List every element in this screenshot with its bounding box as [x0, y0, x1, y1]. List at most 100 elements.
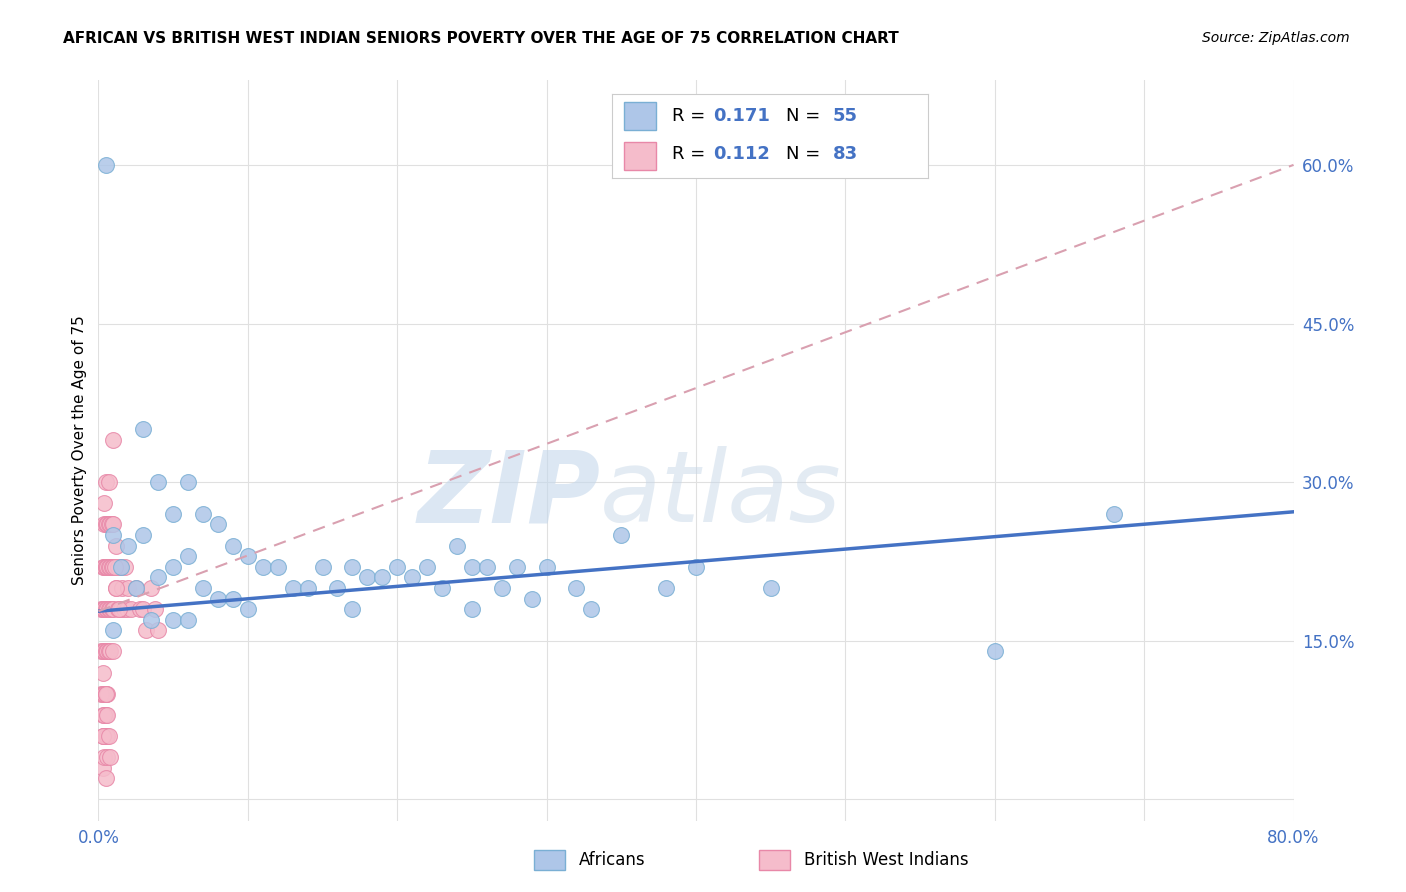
Point	[104, 559, 127, 574]
Point	[96, 644, 118, 658]
Text: British West Indians: British West Indians	[804, 851, 969, 869]
Point	[129, 602, 152, 616]
FancyBboxPatch shape	[624, 142, 655, 169]
Point	[101, 559, 124, 574]
Point	[162, 559, 184, 574]
Point	[94, 517, 117, 532]
Point	[91, 559, 114, 574]
Point	[91, 729, 114, 743]
Point	[97, 644, 120, 658]
Point	[101, 517, 124, 532]
Text: 55: 55	[832, 107, 858, 125]
Point	[401, 570, 423, 584]
Point	[94, 644, 117, 658]
Point	[108, 602, 131, 616]
Point	[91, 644, 114, 658]
Point	[93, 559, 115, 574]
Point	[96, 707, 118, 722]
Point	[110, 602, 132, 616]
Point	[984, 644, 1007, 658]
Point	[94, 729, 117, 743]
Point	[685, 559, 707, 574]
Point	[430, 581, 453, 595]
Point	[94, 475, 117, 490]
Point	[267, 559, 290, 574]
Point	[139, 613, 162, 627]
Point	[105, 539, 128, 553]
Point	[103, 559, 125, 574]
Point	[90, 687, 112, 701]
Point	[103, 602, 125, 616]
Point	[91, 729, 114, 743]
Text: 83: 83	[832, 145, 858, 163]
Point	[148, 624, 170, 638]
Point	[93, 602, 115, 616]
Point	[491, 581, 513, 595]
Text: N =: N =	[786, 145, 825, 163]
Point	[207, 517, 229, 532]
Point	[162, 613, 184, 627]
Text: N =: N =	[786, 107, 825, 125]
Point	[565, 581, 588, 595]
Point	[91, 665, 114, 680]
Text: atlas: atlas	[600, 446, 842, 543]
Point	[93, 687, 115, 701]
Point	[581, 602, 603, 616]
Point	[91, 602, 114, 616]
Point	[90, 644, 112, 658]
Point	[93, 602, 115, 616]
Point	[385, 559, 409, 574]
Point	[96, 687, 118, 701]
Text: 0.171: 0.171	[713, 107, 769, 125]
Point	[342, 602, 364, 616]
Point	[759, 581, 782, 595]
FancyBboxPatch shape	[624, 103, 655, 130]
Point	[93, 517, 115, 532]
Point	[148, 475, 170, 490]
Point	[107, 602, 129, 616]
Point	[132, 528, 155, 542]
Point	[281, 581, 304, 595]
Point	[112, 602, 135, 616]
Point	[105, 581, 128, 595]
Text: Africans: Africans	[579, 851, 645, 869]
Point	[114, 559, 136, 574]
Y-axis label: Seniors Poverty Over the Age of 75: Seniors Poverty Over the Age of 75	[72, 316, 87, 585]
Point	[96, 602, 118, 616]
Text: Source: ZipAtlas.com: Source: ZipAtlas.com	[1202, 31, 1350, 45]
Point	[93, 644, 115, 658]
Point	[94, 559, 117, 574]
Point	[91, 687, 114, 701]
Point	[110, 559, 132, 574]
Point	[655, 581, 678, 595]
Point	[103, 644, 125, 658]
Point	[94, 687, 117, 701]
Point	[416, 559, 439, 574]
Point	[103, 433, 125, 447]
Point	[111, 581, 134, 595]
Point	[236, 549, 259, 564]
Point	[98, 559, 122, 574]
Point	[94, 158, 117, 172]
Point	[103, 528, 125, 542]
Point	[311, 559, 333, 574]
Point	[125, 581, 148, 595]
Point	[446, 539, 468, 553]
Point	[520, 591, 543, 606]
Point	[90, 602, 112, 616]
Point	[132, 602, 155, 616]
Point	[117, 581, 139, 595]
Point	[506, 559, 529, 574]
Point	[371, 570, 394, 584]
Point	[93, 707, 115, 722]
Point	[101, 602, 124, 616]
Point	[94, 602, 117, 616]
Point	[252, 559, 274, 574]
Text: AFRICAN VS BRITISH WEST INDIAN SENIORS POVERTY OVER THE AGE OF 75 CORRELATION CH: AFRICAN VS BRITISH WEST INDIAN SENIORS P…	[63, 31, 898, 46]
Point	[191, 507, 214, 521]
Point	[120, 602, 142, 616]
Point	[326, 581, 349, 595]
Text: 0.112: 0.112	[713, 145, 769, 163]
Point	[207, 591, 229, 606]
Point	[91, 761, 114, 775]
